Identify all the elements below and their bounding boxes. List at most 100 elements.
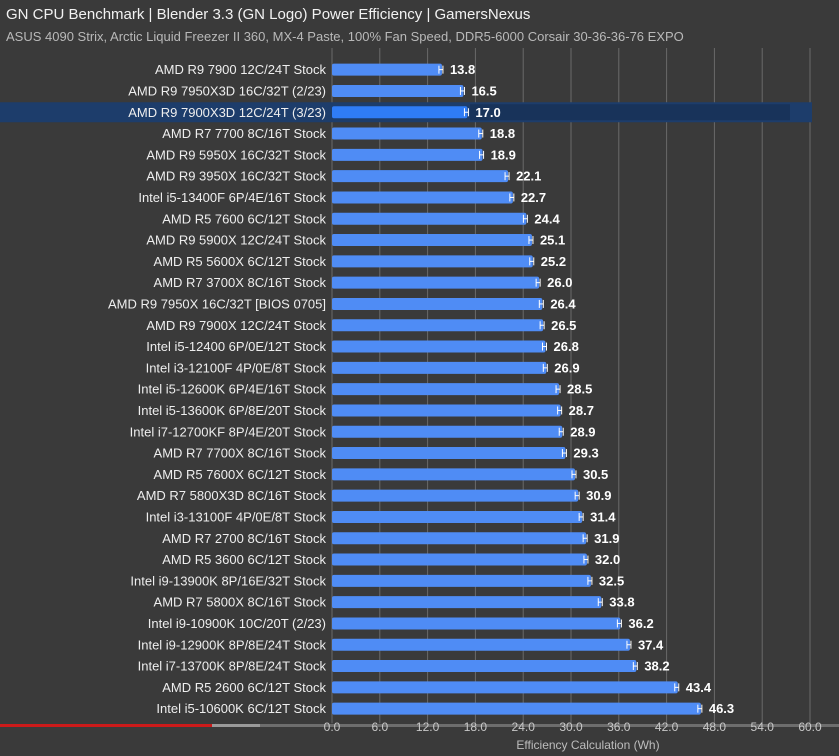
bars bbox=[332, 63, 703, 715]
bar bbox=[332, 425, 563, 438]
progress-track[interactable] bbox=[0, 724, 839, 727]
bar bbox=[332, 638, 630, 651]
bar bbox=[332, 681, 678, 694]
bar bbox=[332, 191, 513, 204]
bar bbox=[332, 297, 543, 310]
bar bbox=[332, 702, 701, 715]
value-label: 43.4 bbox=[686, 680, 712, 695]
chart-title: GN CPU Benchmark | Blender 3.3 (GN Logo)… bbox=[6, 6, 531, 23]
bar bbox=[332, 553, 587, 566]
bar bbox=[332, 489, 579, 502]
bar bbox=[332, 106, 468, 119]
value-label: 26.9 bbox=[554, 360, 579, 375]
value-label: 24.4 bbox=[534, 211, 560, 226]
bar bbox=[332, 532, 587, 545]
category-label: AMD R9 7900 12C/24T Stock bbox=[155, 62, 327, 77]
value-label: 17.0 bbox=[475, 105, 500, 120]
tick-label: 36.0 bbox=[607, 720, 631, 734]
bar bbox=[332, 276, 540, 289]
value-label: 28.7 bbox=[569, 403, 594, 418]
bar bbox=[332, 234, 532, 247]
value-label: 38.2 bbox=[644, 659, 669, 674]
category-label: AMD R7 3700X 8C/16T Stock bbox=[154, 275, 327, 290]
progress-buffered bbox=[212, 724, 260, 727]
category-label: Intel i5-10600K 6C/12T Stock bbox=[156, 701, 326, 716]
bar bbox=[332, 660, 637, 673]
tick-label: 48.0 bbox=[703, 720, 727, 734]
tick-label: 24.0 bbox=[512, 720, 536, 734]
category-label: Intel i7-13700K 8P/8E/24T Stock bbox=[138, 659, 327, 674]
value-label: 32.0 bbox=[595, 552, 620, 567]
value-label: 46.3 bbox=[709, 701, 734, 716]
category-label: AMD R9 7950X 16C/32T [BIOS 0705] bbox=[108, 296, 326, 311]
category-label: AMD R9 7900X 12C/24T Stock bbox=[146, 318, 326, 333]
tick-label: 12.0 bbox=[416, 720, 440, 734]
x-axis-title: Efficiency Calculation (Wh) bbox=[516, 738, 659, 752]
value-label: 31.4 bbox=[590, 509, 616, 524]
value-label: 18.9 bbox=[491, 147, 516, 162]
value-label: 28.5 bbox=[567, 382, 592, 397]
value-label: 22.1 bbox=[516, 169, 541, 184]
value-label: 26.5 bbox=[551, 318, 576, 333]
tick-label: 6.0 bbox=[371, 720, 388, 734]
bar bbox=[332, 148, 483, 161]
bar bbox=[332, 510, 583, 523]
bar bbox=[332, 468, 575, 481]
value-labels: 13.8 16.5 17.0 18.8 18.922.1 22.7 24.4 25.1 25.2… bbox=[450, 62, 734, 716]
x-tick-labels: 0.0 6.0 12.0 18.0 24.0 30.0 36.0 42.0 48.0 54.0 60… bbox=[324, 720, 822, 734]
bar bbox=[332, 63, 442, 76]
category-label: AMD R7 2700 8C/16T Stock bbox=[162, 531, 326, 546]
bar bbox=[332, 319, 544, 332]
category-label: Intel i7-12700KF 8P/4E/20T Stock bbox=[130, 424, 327, 439]
tick-label: 54.0 bbox=[751, 720, 775, 734]
value-label: 26.8 bbox=[554, 339, 579, 354]
tick-label: 30.0 bbox=[559, 720, 583, 734]
category-label: Intel i5-12400 6P/0E/12T Stock bbox=[146, 339, 326, 354]
value-label: 28.9 bbox=[570, 424, 595, 439]
bar bbox=[332, 596, 602, 609]
category-labels: AMD R9 7900 12C/24T Stock AMD R9 7950X3D … bbox=[108, 62, 327, 716]
value-label: 18.8 bbox=[490, 126, 515, 141]
value-label: 26.0 bbox=[547, 275, 572, 290]
value-label: 30.9 bbox=[586, 488, 611, 503]
category-label: AMD R9 5950X 16C/32T Stock bbox=[146, 147, 326, 162]
category-label: AMD R5 3600 6C/12T Stock bbox=[162, 552, 326, 567]
tick-label: 60.0 bbox=[798, 720, 822, 734]
category-label: AMD R9 7900X3D 12C/24T (3/23) bbox=[128, 105, 326, 120]
category-label: Intel i9-13900K 8P/16E/32T Stock bbox=[130, 573, 326, 588]
tick-label: 42.0 bbox=[655, 720, 679, 734]
category-label: AMD R7 7700 8C/16T Stock bbox=[162, 126, 326, 141]
value-label: 29.3 bbox=[573, 446, 598, 461]
category-label: AMD R5 2600 6C/12T Stock bbox=[162, 680, 326, 695]
category-label: Intel i5-12600K 6P/4E/16T Stock bbox=[138, 382, 327, 397]
value-label: 25.2 bbox=[541, 254, 566, 269]
bar bbox=[332, 340, 546, 353]
video-progress-bar[interactable] bbox=[0, 724, 839, 727]
value-label: 13.8 bbox=[450, 62, 475, 77]
category-label: Intel i3-12100F 4P/0E/8T Stock bbox=[146, 360, 327, 375]
category-label: AMD R7 5800X 8C/16T Stock bbox=[154, 595, 327, 610]
tick-label: 18.0 bbox=[464, 720, 488, 734]
value-label: 36.2 bbox=[628, 616, 653, 631]
category-label: Intel i9-10900K 10C/20T (2/23) bbox=[148, 616, 326, 631]
category-label: AMD R9 5900X 12C/24T Stock bbox=[146, 233, 326, 248]
value-label: 22.7 bbox=[521, 190, 546, 205]
value-label: 33.8 bbox=[609, 595, 634, 610]
bar bbox=[332, 447, 566, 460]
value-label: 25.1 bbox=[540, 233, 565, 248]
category-label: AMD R7 5800X3D 8C/16T Stock bbox=[137, 488, 327, 503]
bar bbox=[332, 170, 509, 183]
bar bbox=[332, 383, 560, 396]
bar bbox=[332, 404, 561, 417]
value-label: 32.5 bbox=[599, 573, 624, 588]
value-label: 26.4 bbox=[550, 296, 576, 311]
category-label: AMD R7 7700X 8C/16T Stock bbox=[154, 446, 327, 461]
value-label: 37.4 bbox=[638, 637, 664, 652]
highlight-row-band bbox=[470, 104, 790, 121]
category-label: Intel i5-13600K 6P/8E/20T Stock bbox=[138, 403, 327, 418]
chart-subtitle: ASUS 4090 Strix, Arctic Liquid Freezer I… bbox=[6, 29, 684, 44]
tick-label: 0.0 bbox=[324, 720, 341, 734]
category-label: Intel i5-13400F 6P/4E/16T Stock bbox=[138, 190, 326, 205]
